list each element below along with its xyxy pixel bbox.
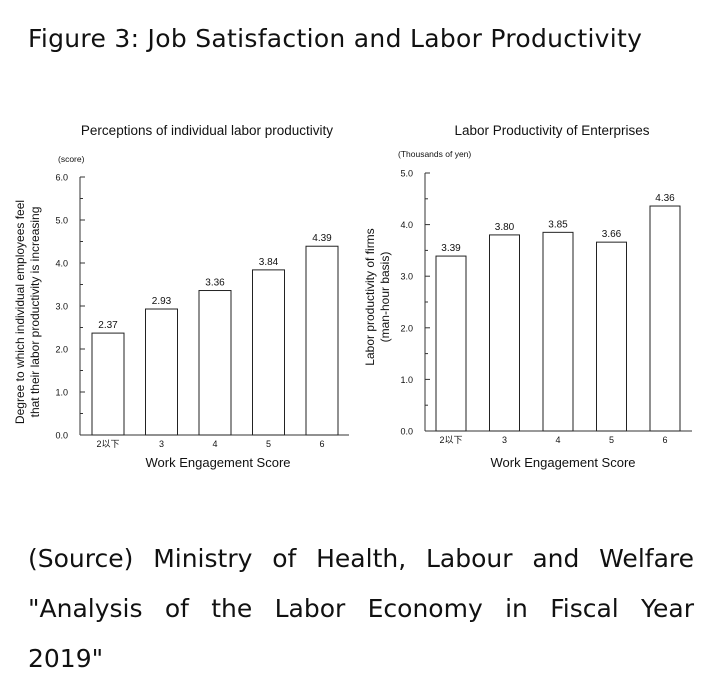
chart1-y-axis-label-line2: that their labor productivity is increas… [28, 207, 42, 418]
chart2-y-tick-label: 3.0 [400, 272, 413, 282]
chart1-bar-value-label: 2.37 [98, 320, 118, 331]
chart1-x-tick-label: 4 [212, 439, 217, 449]
chart2-x-tick-label: 6 [662, 435, 667, 445]
chart2-y-tick-label: 4.0 [400, 220, 413, 230]
source-citation: (Source) Ministry of Health, Labour and … [28, 534, 694, 684]
chart2-y-tick-label: 0.0 [400, 427, 413, 437]
chart2-unit-label: (Thousands of yen) [398, 149, 471, 159]
chart2-bar [435, 255, 467, 432]
chart2-y-axis-label-line2: (man-hour basis) [378, 252, 392, 343]
chart1-bar [145, 308, 178, 436]
chart1-y-tick-label: 1.0 [55, 388, 68, 398]
chart1-unit-label: (score) [58, 154, 85, 164]
chart1-x-tick-label: 3 [159, 439, 164, 449]
chart2-title: Labor Productivity of Enterprises [454, 123, 649, 138]
chart2-bar-value-label: 3.80 [495, 222, 515, 233]
chart1-y-axis-label-line1: Degree to which individual employees fee… [13, 200, 27, 424]
chart2-bar [649, 205, 681, 432]
chart2-bar [489, 234, 520, 432]
chart2-bar [596, 241, 627, 432]
source-line-1: (Source) Ministry of Health, Labour and … [28, 544, 694, 573]
chart1-x-tick-label: 5 [266, 439, 271, 449]
chart2-x-tick-label: 5 [609, 435, 614, 445]
chart2-y-tick-label: 5.0 [400, 169, 413, 179]
chart1-y-tick-label: 3.0 [55, 302, 68, 312]
chart2-bar-value-label: 3.39 [441, 243, 461, 254]
chart2-y-tick-label: 2.0 [400, 323, 413, 333]
chart2-bar [542, 231, 574, 432]
chart2-bar-value-label: 3.66 [602, 229, 622, 240]
chart1-title: Perceptions of individual labor producti… [81, 123, 333, 138]
chart2-x-tick-label: 4 [555, 435, 560, 445]
chart1-y-tick-label: 5.0 [55, 216, 68, 226]
chart1-x-axis-label: Work Engagement Score [146, 455, 291, 470]
chart2-x-tick-label: 2以下 [439, 435, 462, 445]
chart2-x-tick-label: 3 [502, 435, 507, 445]
chart1-bar [305, 245, 339, 436]
chart1-bar [252, 269, 285, 436]
chart2-bar-value-label: 4.36 [655, 193, 675, 204]
chart1-y-tick-label: 6.0 [55, 173, 68, 183]
chart1-bar-value-label: 3.84 [259, 257, 279, 268]
chart1-bar-value-label: 3.36 [205, 278, 225, 289]
chart1-bar-value-label: 4.39 [312, 233, 332, 244]
chart1-y-tick-label: 2.0 [55, 345, 68, 355]
chart1-bar [198, 290, 232, 436]
figure-title: Figure 3: Job Satisfaction and Labor Pro… [28, 24, 643, 53]
source-line-2: "Analysis of the Labor Economy in Fiscal… [28, 594, 694, 623]
chart2-y-axis-label-line1: Labor productivity of firms [363, 228, 377, 365]
chart1-y-tick-label: 0.0 [55, 431, 68, 441]
chart1-bar-value-label: 2.93 [152, 296, 172, 307]
chart2-y-tick-label: 1.0 [400, 375, 413, 385]
chart1-y-tick-label: 4.0 [55, 259, 68, 269]
chart2-x-axis-label: Work Engagement Score [491, 455, 636, 470]
chart1-x-tick-label: 6 [319, 439, 324, 449]
chart1-x-tick-label: 2以下 [96, 439, 119, 449]
charts-canvas: Perceptions of individual labor producti… [13, 123, 692, 470]
source-line-3: 2019" [28, 644, 104, 673]
chart2-bar-value-label: 3.85 [548, 219, 568, 230]
chart1-bar [91, 332, 125, 436]
